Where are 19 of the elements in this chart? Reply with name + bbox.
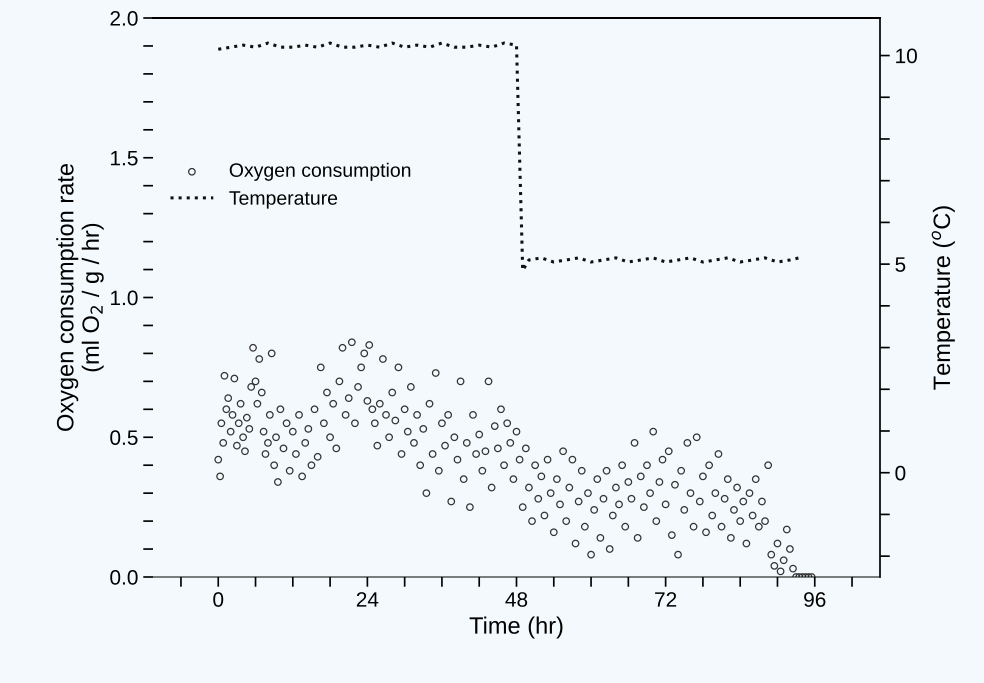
x-tick-label: 72 bbox=[655, 592, 676, 607]
x-axis-title: Time (hr) bbox=[470, 616, 562, 639]
y2-tick-label: 0 bbox=[895, 466, 906, 480]
x-tick-label: 48 bbox=[505, 592, 528, 607]
y-tick-label: 0.0 bbox=[110, 570, 138, 585]
y2-tick-label: 5 bbox=[895, 257, 906, 272]
y-tick-label: 1.5 bbox=[111, 150, 138, 166]
x-tick-label: 96 bbox=[804, 592, 826, 607]
y2-tick-label: 10 bbox=[896, 48, 917, 64]
y-tick-label: 0.5 bbox=[110, 430, 138, 446]
x-tick-label: 24 bbox=[356, 592, 378, 607]
y-tick-label: 1.0 bbox=[111, 290, 138, 306]
y2-axis-title: Temperature ($^{o}$C) bbox=[932, 206, 955, 390]
legend-label: Temperature bbox=[229, 191, 338, 209]
y-axis-title: Oxygen consumption rate (ml O$_{2}$ / g / hr) bbox=[56, 164, 104, 431]
line-series bbox=[216, 42, 801, 272]
y-tick-label: 2.0 bbox=[110, 11, 138, 26]
legend-label: Oxygen consumption bbox=[230, 162, 410, 181]
x-tick-label: 0 bbox=[213, 592, 224, 607]
